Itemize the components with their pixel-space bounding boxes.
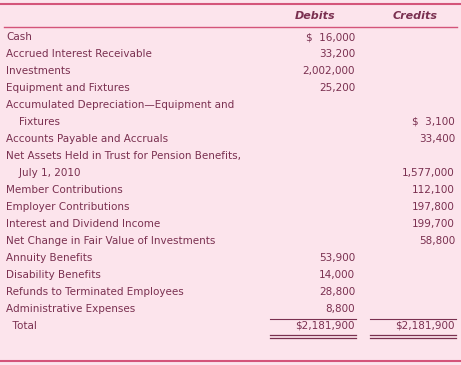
Text: Accounts Payable and Accruals: Accounts Payable and Accruals	[6, 134, 168, 144]
Text: Administrative Expenses: Administrative Expenses	[6, 304, 135, 314]
Text: 14,000: 14,000	[319, 270, 355, 280]
Text: Accrued Interest Receivable: Accrued Interest Receivable	[6, 49, 152, 59]
Text: 112,100: 112,100	[412, 185, 455, 195]
Text: $  16,000: $ 16,000	[306, 32, 355, 42]
Text: 33,200: 33,200	[319, 49, 355, 59]
Text: 199,700: 199,700	[412, 219, 455, 229]
Text: Credits: Credits	[392, 11, 437, 21]
Text: Investments: Investments	[6, 66, 71, 76]
Text: Net Assets Held in Trust for Pension Benefits,: Net Assets Held in Trust for Pension Ben…	[6, 151, 241, 161]
Text: Member Contributions: Member Contributions	[6, 185, 123, 195]
Text: Debits: Debits	[295, 11, 335, 21]
Text: 1,577,000: 1,577,000	[402, 168, 455, 178]
Text: 8,800: 8,800	[325, 304, 355, 314]
Text: Net Change in Fair Value of Investments: Net Change in Fair Value of Investments	[6, 236, 215, 246]
Text: Accumulated Depreciation—Equipment and: Accumulated Depreciation—Equipment and	[6, 100, 234, 110]
Text: $2,181,900: $2,181,900	[396, 321, 455, 331]
Text: 25,200: 25,200	[319, 83, 355, 93]
Text: 2,002,000: 2,002,000	[302, 66, 355, 76]
Text: 33,400: 33,400	[419, 134, 455, 144]
Text: Equipment and Fixtures: Equipment and Fixtures	[6, 83, 130, 93]
Text: $  3,100: $ 3,100	[412, 117, 455, 127]
Text: Refunds to Terminated Employees: Refunds to Terminated Employees	[6, 287, 184, 297]
Text: Interest and Dividend Income: Interest and Dividend Income	[6, 219, 160, 229]
Text: $2,181,900: $2,181,900	[296, 321, 355, 331]
Text: Annuity Benefits: Annuity Benefits	[6, 253, 92, 263]
Text: 28,800: 28,800	[319, 287, 355, 297]
Text: 197,800: 197,800	[412, 202, 455, 212]
Text: Employer Contributions: Employer Contributions	[6, 202, 130, 212]
Text: Total: Total	[6, 321, 37, 331]
Text: 58,800: 58,800	[419, 236, 455, 246]
Text: July 1, 2010: July 1, 2010	[6, 168, 81, 178]
Text: Cash: Cash	[6, 32, 32, 42]
Text: 53,900: 53,900	[319, 253, 355, 263]
Text: Disability Benefits: Disability Benefits	[6, 270, 101, 280]
Text: Fixtures: Fixtures	[6, 117, 60, 127]
